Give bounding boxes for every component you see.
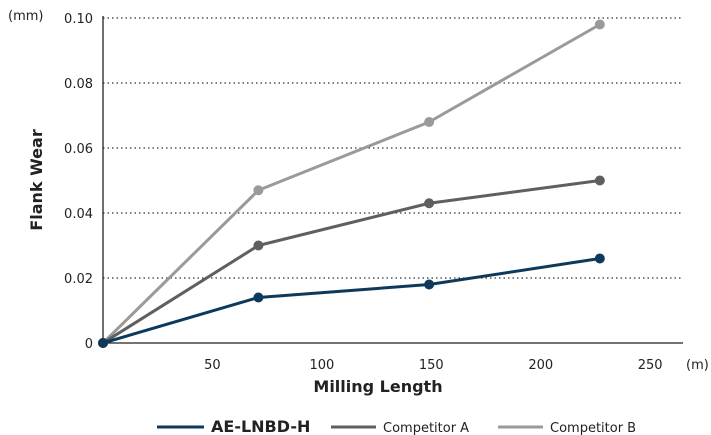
- legend-label-2: Competitor B: [550, 421, 636, 435]
- data-point-0-1: [253, 292, 264, 303]
- data-point-0-2: [424, 279, 435, 290]
- y-unit-label: (mm): [8, 9, 43, 24]
- y-tick-label: 0.10: [64, 12, 93, 27]
- legend-label-1: Competitor A: [383, 421, 469, 435]
- x-axis-title: Milling Length: [313, 377, 442, 396]
- legend-label-0: AE-LNBD-H: [211, 417, 310, 435]
- data-point-2-2: [424, 117, 435, 127]
- x-unit-label: (m): [686, 358, 709, 373]
- legend: AE-LNBD-H Competitor A Competitor B: [157, 417, 636, 435]
- y-tick-label: 0: [85, 337, 93, 352]
- x-tick-labels: 50 100 150 200 250: [204, 358, 662, 373]
- x-tick-label: 150: [419, 358, 444, 373]
- data-point-0-3: [594, 253, 605, 264]
- data-point-1-2: [424, 198, 435, 209]
- x-tick-label: 200: [528, 358, 553, 373]
- axes: [102, 16, 683, 344]
- series-line-2: [101, 23, 601, 345]
- x-tick-label: 50: [204, 358, 221, 373]
- grid-lines: [103, 17, 683, 279]
- data-point-0-0: [98, 338, 108, 348]
- data-point-1-1: [253, 240, 264, 251]
- data-point-2-3: [594, 19, 605, 30]
- y-tick-labels: 0 0.02 0.04 0.06 0.08 0.10: [64, 12, 93, 352]
- data-point-1-3: [594, 175, 605, 186]
- y-tick-label: 0.04: [64, 207, 93, 222]
- x-tick-label: 250: [638, 358, 663, 373]
- series-group: [98, 19, 605, 348]
- y-tick-label: 0.08: [64, 77, 93, 92]
- series-line-0: [102, 257, 601, 345]
- y-tick-label: 0.02: [64, 272, 93, 287]
- series-line-1: [102, 179, 601, 345]
- y-tick-label: 0.06: [64, 142, 93, 157]
- y-axis-title: Flank Wear: [27, 129, 46, 231]
- data-point-2-1: [253, 185, 264, 196]
- x-tick-label: 100: [309, 358, 334, 373]
